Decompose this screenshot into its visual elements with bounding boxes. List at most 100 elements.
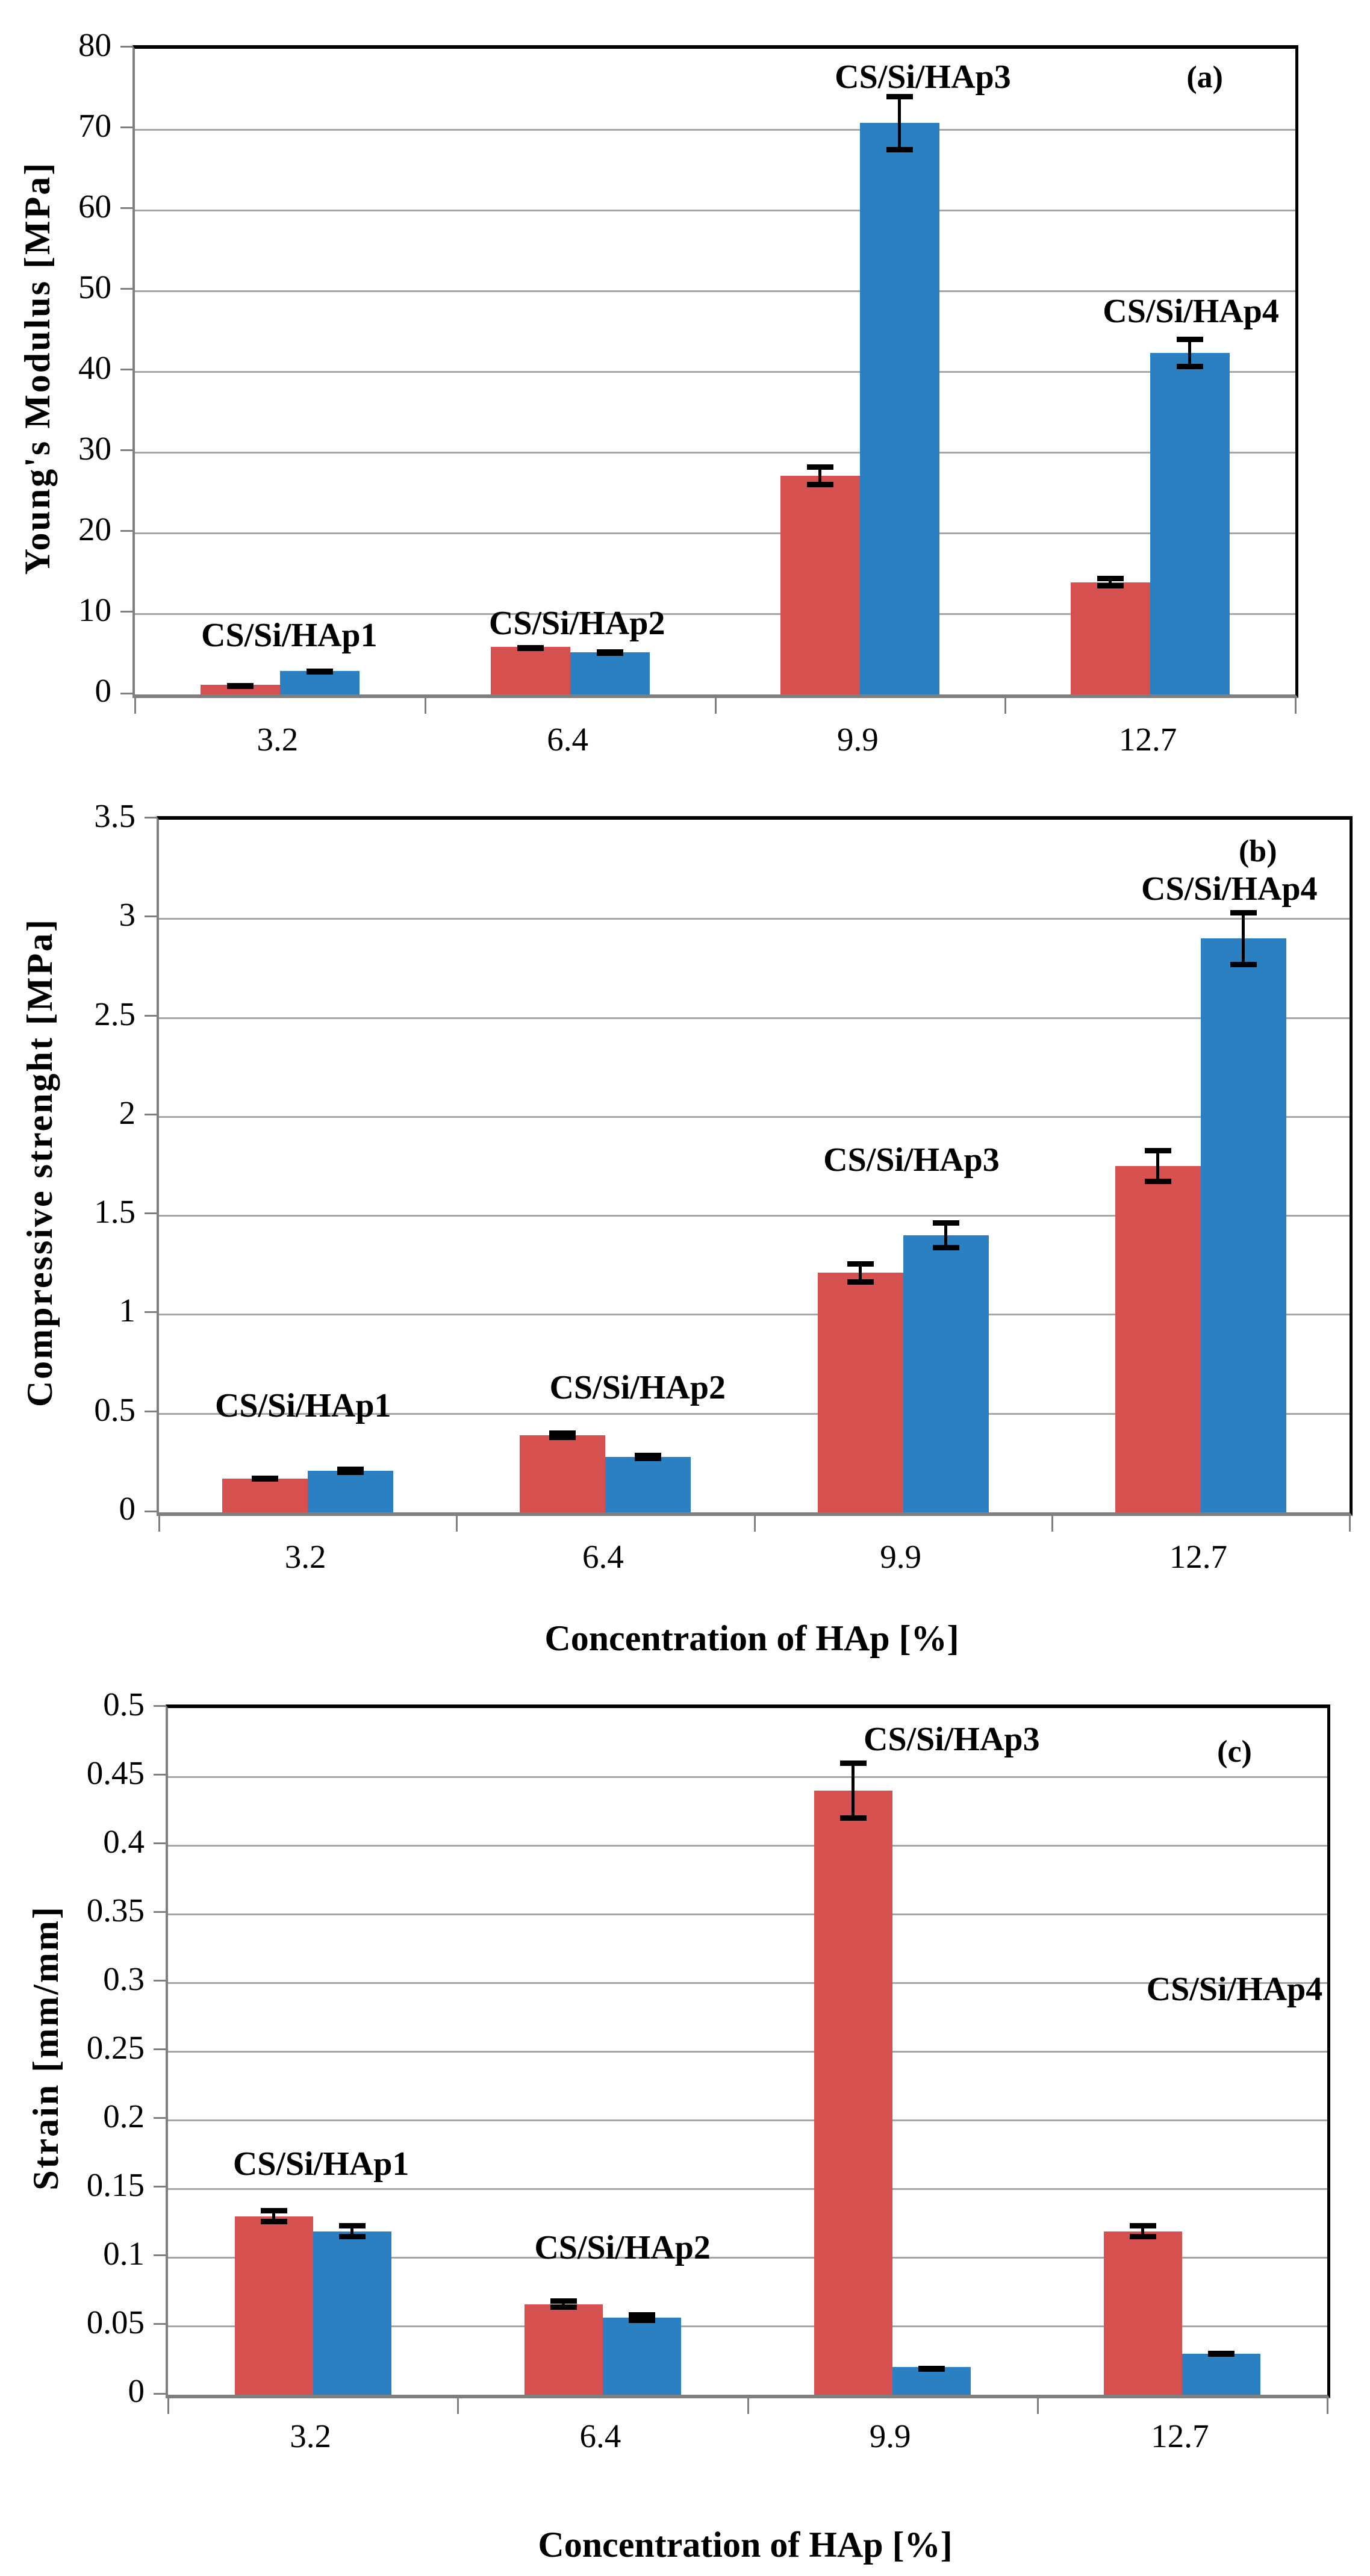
ytick-label-c-0.05: 0.05 <box>86 2304 145 2341</box>
xtick-mark-c-3 <box>1036 2396 1039 2414</box>
ytick-mark-b-3.5 <box>145 817 157 819</box>
ytick-mark-c-0.4 <box>154 1842 166 1844</box>
series-label-a-0: CS/Si/HAp1 <box>201 617 378 655</box>
ytick-mark-c-0.1 <box>154 2254 166 2256</box>
bar-c-blue-series-6.4 <box>602 2318 681 2395</box>
series-label-c-1: CS/Si/HAp2 <box>534 2229 711 2267</box>
gridline-b-3 <box>159 918 1350 920</box>
bar-a-blue-series-6.4 <box>570 652 650 694</box>
xtick-label-a-12.7: 12.7 <box>1119 721 1177 758</box>
errorbar-a-blue-series-6.4 <box>596 649 623 656</box>
xtick-mark-a-3 <box>1004 696 1007 714</box>
xtick-label-c-12.7: 12.7 <box>1151 2418 1209 2454</box>
bar-c-blue-series-12.7 <box>1182 2353 1261 2395</box>
ytick-mark-c-0.3 <box>154 1980 166 1982</box>
xtick-mark-b-4 <box>1349 1514 1351 1532</box>
gridline-c-0.4 <box>168 1845 1327 1847</box>
errorbar-b-red-series-12.7 <box>1144 1148 1171 1184</box>
bar-b-blue-series-6.4 <box>605 1457 691 1512</box>
errorbar-whisker <box>1219 2351 1223 2357</box>
errorbar-a-blue-series-12.7 <box>1177 337 1204 369</box>
ytick-label-a-40: 40 <box>78 349 111 386</box>
ytick-label-b-2.5: 2.5 <box>94 995 135 1032</box>
xtick-label-b-12.7: 12.7 <box>1169 1538 1227 1575</box>
ytick-label-c-0.3: 0.3 <box>103 1960 145 1997</box>
xtick-mark-c-2 <box>747 2396 749 2414</box>
gridline-c-0.25 <box>168 2051 1327 2053</box>
y-axis-title-c: Strain [mm/mm] <box>26 1905 66 2191</box>
gridline-c-0.35 <box>168 1913 1327 1915</box>
errorbar-c-blue-series-12.7 <box>1208 2351 1235 2357</box>
ytick-mark-a-40 <box>120 369 132 370</box>
bar-a-red-series-9.9 <box>780 475 861 694</box>
ytick-mark-c-0.05 <box>154 2323 166 2325</box>
xtick-label-c-9.9: 9.9 <box>869 2418 911 2454</box>
errorbar-c-red-series-6.4 <box>550 2298 577 2310</box>
errorbar-b-blue-series-6.4 <box>635 1453 662 1461</box>
xtick-mark-b-1 <box>456 1514 458 1532</box>
errorbar-c-red-series-3.2 <box>260 2207 287 2225</box>
ytick-mark-a-30 <box>120 449 132 451</box>
ytick-mark-b-2 <box>145 1113 157 1115</box>
ytick-mark-a-60 <box>120 207 132 209</box>
bar-c-red-series-9.9 <box>814 1790 893 2395</box>
gridline-c-0.1 <box>168 2257 1327 2259</box>
ytick-label-c-0.4: 0.4 <box>103 1823 145 1860</box>
ytick-mark-b-0 <box>145 1511 157 1512</box>
y-axis-title-b: Compressive strenght [MPa] <box>20 917 60 1408</box>
ytick-mark-c-0 <box>154 2393 166 2395</box>
gridline-c-0.45 <box>168 1776 1327 1778</box>
xtick-mark-c-4 <box>1327 2396 1328 2414</box>
gridline-a-70 <box>135 129 1295 131</box>
xtick-label-b-6.4: 6.4 <box>582 1538 624 1575</box>
errorbar-whisker <box>1156 1148 1159 1184</box>
bar-a-blue-series-12.7 <box>1150 353 1230 694</box>
ytick-mark-b-1.5 <box>145 1212 157 1215</box>
ytick-mark-c-0.2 <box>154 2117 166 2119</box>
bar-c-red-series-12.7 <box>1104 2231 1183 2395</box>
ytick-label-a-30: 30 <box>78 430 111 467</box>
errorbar-whisker <box>349 1467 352 1475</box>
errorbar-b-red-series-3.2 <box>252 1476 279 1482</box>
errorbar-whisker <box>944 1220 947 1250</box>
gridline-c-0.05 <box>168 2325 1327 2327</box>
ytick-label-c-0.45: 0.45 <box>86 1754 145 1791</box>
errorbar-a-blue-series-3.2 <box>306 669 333 675</box>
series-label-c-3: CS/Si/HAp4 <box>1146 1971 1323 2009</box>
errorbar-whisker <box>640 2312 643 2324</box>
errorbar-whisker <box>646 1453 650 1461</box>
ytick-label-c-0: 0 <box>128 2372 145 2409</box>
xtick-mark-b-3 <box>1051 1514 1053 1532</box>
errorbar-whisker <box>608 649 611 656</box>
errorbar-whisker <box>238 682 241 689</box>
series-label-b-1: CS/Si/HAp2 <box>549 1369 726 1406</box>
gridline-a-30 <box>135 452 1295 454</box>
ytick-label-b-3: 3 <box>119 896 136 934</box>
gridline-b-2 <box>159 1115 1350 1118</box>
bar-b-red-series-6.4 <box>520 1435 606 1512</box>
plot-area-c: CS/Si/HAp1 CS/Si/HAp2 CS/Si/HAp3 CS/Si/HAp4… <box>166 1704 1330 2398</box>
errorbar-a-red-series-3.2 <box>226 682 254 689</box>
errorbar-whisker <box>528 644 532 651</box>
ytick-label-b-1.5: 1.5 <box>94 1193 135 1230</box>
bar-c-red-series-6.4 <box>524 2304 603 2395</box>
errorbar-whisker <box>272 2207 275 2225</box>
ytick-label-c-0.25: 0.25 <box>86 2029 145 2066</box>
ytick-label-b-0.5: 0.5 <box>94 1391 135 1428</box>
ytick-label-a-20: 20 <box>78 511 111 547</box>
ytick-mark-a-80 <box>120 46 132 48</box>
ytick-label-a-0: 0 <box>95 672 112 709</box>
errorbar-b-blue-series-9.9 <box>932 1220 959 1250</box>
xtick-mark-a-0 <box>134 696 136 714</box>
ytick-label-c-0.35: 0.35 <box>86 1892 145 1929</box>
errorbar-whisker <box>263 1476 267 1482</box>
ytick-label-a-70: 70 <box>78 107 111 144</box>
ytick-mark-a-70 <box>120 126 132 128</box>
errorbar-c-red-series-9.9 <box>840 1760 867 1821</box>
gridline-a-40 <box>135 371 1295 373</box>
bar-a-blue-series-9.9 <box>860 123 940 694</box>
y-axis-title-a: Young's Modulus [MPa] <box>17 161 57 575</box>
errorbar-whisker <box>818 464 822 487</box>
ytick-label-a-50: 50 <box>78 269 111 305</box>
